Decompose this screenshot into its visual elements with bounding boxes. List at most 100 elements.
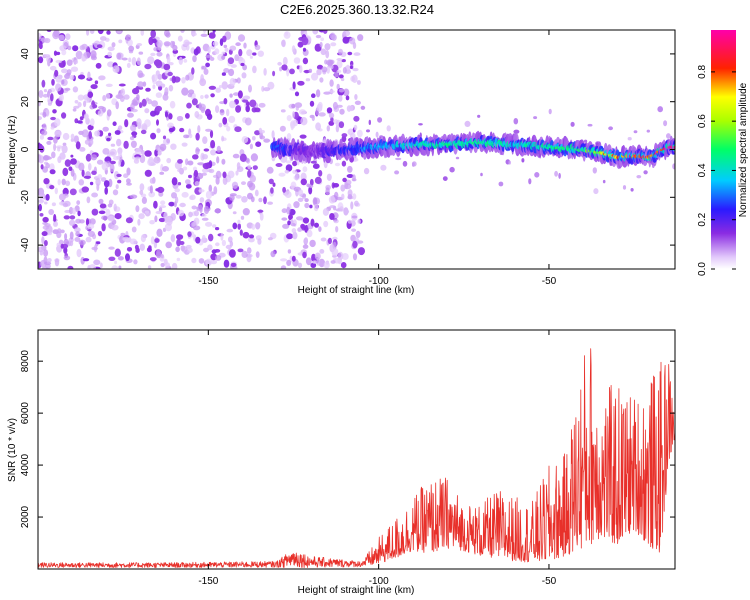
spectrogram-cell bbox=[74, 227, 81, 233]
spectrogram-cell bbox=[193, 169, 199, 178]
spectrogram-cell bbox=[205, 258, 213, 266]
spectrogram-cell bbox=[320, 237, 327, 242]
spectrogram-cell bbox=[672, 163, 675, 170]
spectrogram-cell bbox=[312, 260, 317, 264]
spectrogram-y-tick-label: -20 bbox=[20, 190, 31, 205]
spectrogram-cell bbox=[113, 155, 120, 161]
spectrogram-cell bbox=[70, 66, 79, 72]
spectrogram-cell bbox=[336, 69, 342, 74]
spectrogram-cell bbox=[312, 163, 320, 169]
spectrogram-cell bbox=[97, 110, 104, 117]
spectrogram-cell bbox=[165, 241, 172, 249]
spectrogram-cell bbox=[177, 182, 182, 186]
spectrogram-cell bbox=[267, 201, 273, 205]
spectrogram-cell bbox=[100, 36, 107, 41]
spectrogram-cell bbox=[62, 40, 70, 49]
spectrogram-cell bbox=[234, 126, 242, 133]
spectrogram-cell bbox=[352, 157, 359, 162]
spectrogram-cell bbox=[170, 143, 177, 150]
spectrogram-cell bbox=[235, 194, 242, 199]
spectrogram-cell bbox=[291, 45, 296, 53]
spectrogram-cell bbox=[223, 44, 228, 49]
spectrogram-cell bbox=[228, 115, 236, 123]
spectrogram-cell bbox=[322, 208, 329, 216]
spectrogram-cell bbox=[87, 71, 91, 80]
spectrogram-cell bbox=[176, 238, 182, 247]
spectrogram-cell bbox=[272, 70, 276, 77]
spectrogram-cell bbox=[141, 196, 147, 204]
spectrogram-cell bbox=[341, 133, 348, 138]
spectrogram-cell bbox=[135, 147, 143, 156]
spectrogram-cell bbox=[125, 253, 130, 262]
spectrogram-cell bbox=[311, 115, 315, 122]
spectrogram-cell bbox=[179, 202, 186, 208]
spectrogram-cell bbox=[85, 218, 90, 227]
snr-x-tick-label: -100 bbox=[369, 576, 389, 587]
spectrogram-cell bbox=[55, 75, 62, 83]
spectrogram-cell bbox=[124, 119, 129, 128]
spectrogram-cell bbox=[168, 128, 175, 133]
spectrogram-cell bbox=[357, 219, 361, 224]
spectrogram-cell bbox=[282, 56, 288, 66]
spectrogram-cell bbox=[145, 97, 150, 102]
spectrogram-cell bbox=[352, 240, 358, 249]
spectrogram-cell bbox=[164, 87, 169, 96]
spectrogram-cell bbox=[152, 84, 156, 90]
spectrogram-cell bbox=[263, 68, 267, 76]
spectrogram-cell bbox=[347, 165, 353, 173]
spectrogram-cell bbox=[347, 51, 353, 56]
spectrogram-cell bbox=[149, 185, 153, 194]
spectrogram-cell bbox=[44, 37, 51, 44]
spectrogram-cell bbox=[49, 185, 55, 190]
spectrogram-cell bbox=[96, 44, 103, 49]
spectrogram-cell bbox=[260, 129, 265, 134]
spectrogram-cell bbox=[240, 215, 245, 220]
colorbar-tick-label: 0.2 bbox=[697, 212, 708, 226]
spectrogram-cell bbox=[602, 179, 606, 184]
spectrogram-cell bbox=[455, 156, 460, 160]
spectrogram-cell bbox=[55, 59, 62, 64]
spectrogram-cell bbox=[203, 247, 209, 253]
snr-frame bbox=[37, 329, 676, 570]
spectrogram-cell bbox=[258, 102, 266, 108]
spectrogram-cell bbox=[118, 265, 122, 269]
spectrogram-cell bbox=[61, 68, 68, 74]
spectrogram-cell bbox=[251, 223, 256, 230]
spectrogram-cell bbox=[300, 223, 306, 229]
spectrogram-cell bbox=[96, 241, 101, 245]
spectrogram-cell bbox=[166, 157, 172, 164]
spectrogram-cell bbox=[151, 100, 159, 107]
spectrogram-cell bbox=[97, 230, 103, 237]
spectrogram-cell bbox=[107, 46, 115, 52]
spectrogram-y-label: Frequency (Hz) bbox=[7, 116, 18, 185]
spectrogram-cell bbox=[155, 92, 163, 98]
spectrogram-cell bbox=[229, 77, 236, 87]
spectrogram-cell bbox=[324, 43, 331, 51]
spectrogram-cell bbox=[182, 166, 188, 171]
spectrogram-cell bbox=[311, 253, 316, 262]
spectrogram-x-label: Height of straight line (km) bbox=[298, 285, 415, 296]
spectrogram-cell bbox=[323, 220, 329, 228]
spectrogram-cell bbox=[107, 215, 115, 222]
spectrogram-cell bbox=[95, 62, 102, 69]
spectrogram-cell bbox=[248, 237, 255, 243]
spectrogram-cell bbox=[270, 250, 276, 258]
spectrogram-cell bbox=[125, 178, 131, 184]
spectrogram-cell bbox=[185, 74, 190, 81]
spectrogram-cell bbox=[249, 55, 253, 59]
spectrogram-cell bbox=[326, 125, 330, 132]
spectrogram-cell bbox=[334, 71, 339, 78]
spectrogram-cell bbox=[284, 169, 289, 174]
spectrogram-cell bbox=[232, 153, 240, 159]
spectrogram-cell bbox=[191, 98, 198, 106]
spectrogram-cell bbox=[159, 171, 165, 175]
spectrogram-cell bbox=[181, 191, 189, 198]
spectrogram-cell bbox=[237, 219, 241, 225]
spectrogram-cell bbox=[87, 230, 95, 237]
spectrogram-cell bbox=[62, 167, 69, 177]
spectrogram-cell bbox=[112, 189, 119, 196]
spectrogram-cell bbox=[326, 59, 334, 66]
spectrogram-cell bbox=[94, 80, 99, 85]
spectrogram-cell bbox=[229, 193, 237, 197]
spectrogram-cell bbox=[111, 265, 119, 269]
